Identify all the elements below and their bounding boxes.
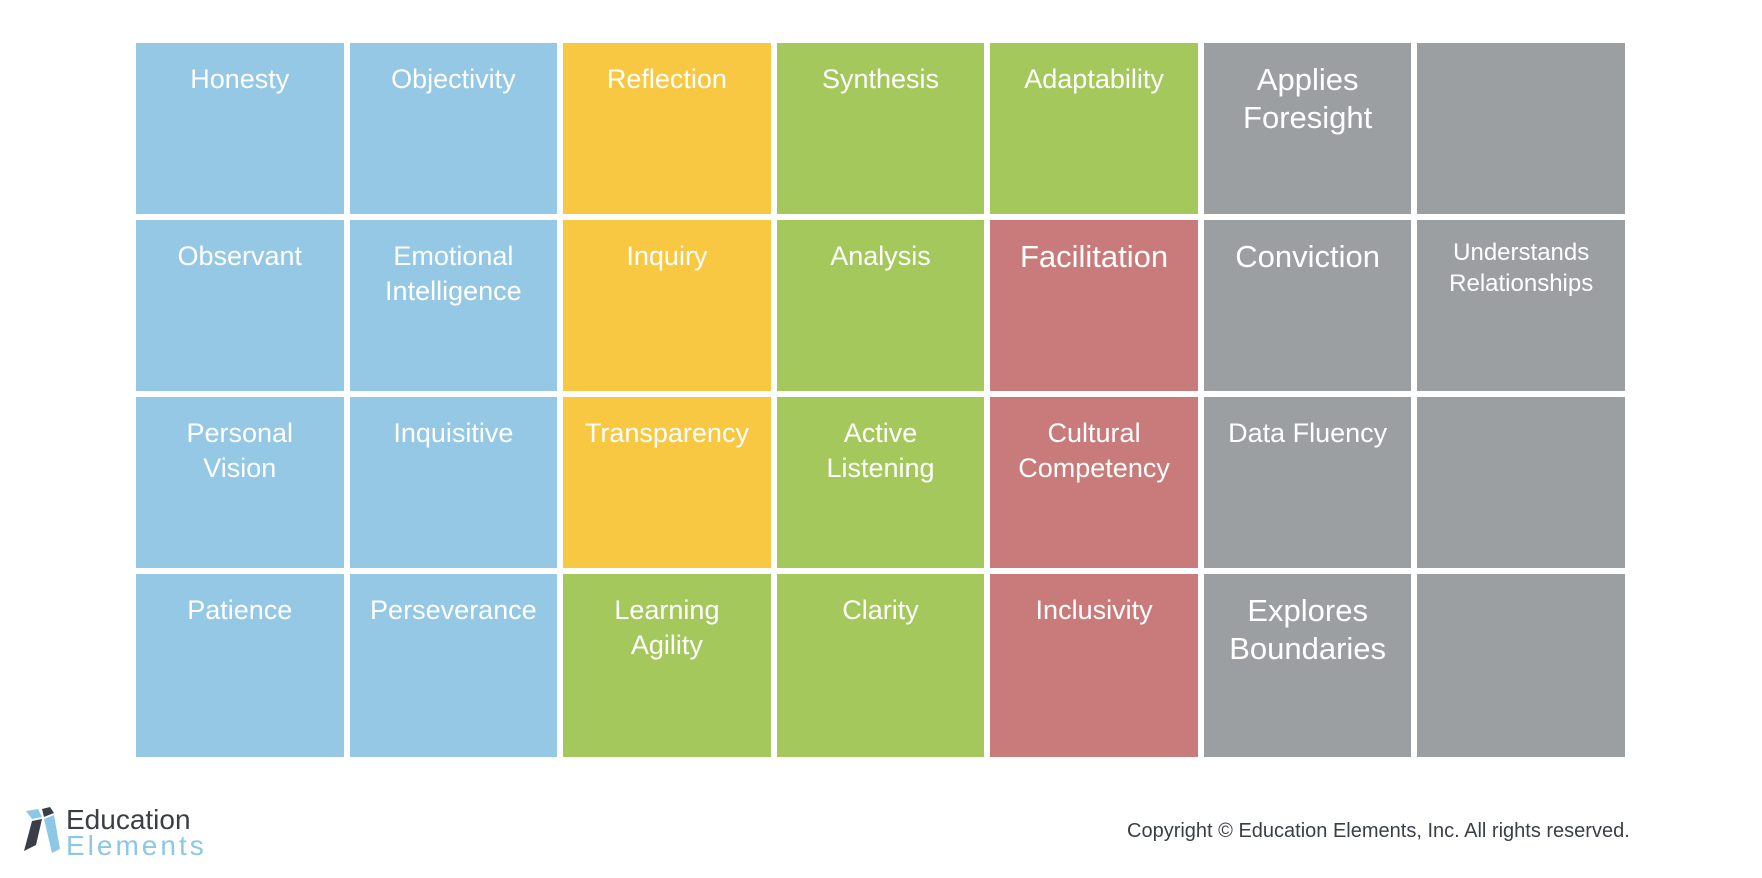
- cell-cultural-competency: Cultural Competency: [990, 397, 1198, 568]
- cell-synthesis: Synthesis: [776, 43, 985, 214]
- cell-facilitation: Facilitation: [990, 220, 1198, 391]
- cell-explores-boundaries: Explores Boundaries: [1203, 574, 1412, 757]
- cell-active-listening: Active Listening: [776, 397, 985, 568]
- cell-inclusivity: Inclusivity: [990, 574, 1198, 757]
- cell-patience: Patience: [136, 574, 344, 757]
- cell-personal-vision: Personal Vision: [136, 397, 344, 568]
- education-elements-logo: Education Elements: [22, 805, 207, 860]
- education-elements-logo-icon: [22, 805, 64, 860]
- cell-perseverance: Perseverance: [349, 574, 558, 757]
- cell-learning-agility: Learning Agility: [563, 574, 771, 757]
- cell-emotional-intelligence: Emotional Intelligence: [349, 220, 558, 391]
- cell-empty: [1417, 574, 1625, 757]
- cell-inquiry: Inquiry: [563, 220, 771, 391]
- cell-honesty: Honesty: [136, 43, 344, 214]
- copyright-notice: Copyright © Education Elements, Inc. All…: [1127, 820, 1630, 842]
- cell-transparency: Transparency: [563, 397, 771, 568]
- cell-data-fluency: Data Fluency: [1203, 397, 1412, 568]
- cell-empty: [1417, 43, 1625, 214]
- cell-adaptability: Adaptability: [990, 43, 1198, 214]
- cell-clarity: Clarity: [776, 574, 985, 757]
- competency-grid: Honesty Objectivity Reflection Synthesis…: [136, 43, 1625, 757]
- cell-objectivity: Objectivity: [349, 43, 558, 214]
- cell-applies-foresight: Applies Foresight: [1203, 43, 1412, 214]
- cell-observant: Observant: [136, 220, 344, 391]
- logo-text-education: Education: [66, 803, 191, 835]
- cell-analysis: Analysis: [776, 220, 985, 391]
- cell-inquisitive: Inquisitive: [349, 397, 558, 568]
- cell-conviction: Conviction: [1203, 220, 1412, 391]
- cell-understands-relationships: Understands Relationships: [1417, 220, 1625, 391]
- logo-text-elements: Elements: [66, 829, 207, 861]
- cell-empty: [1417, 397, 1625, 568]
- cell-reflection: Reflection: [563, 43, 771, 214]
